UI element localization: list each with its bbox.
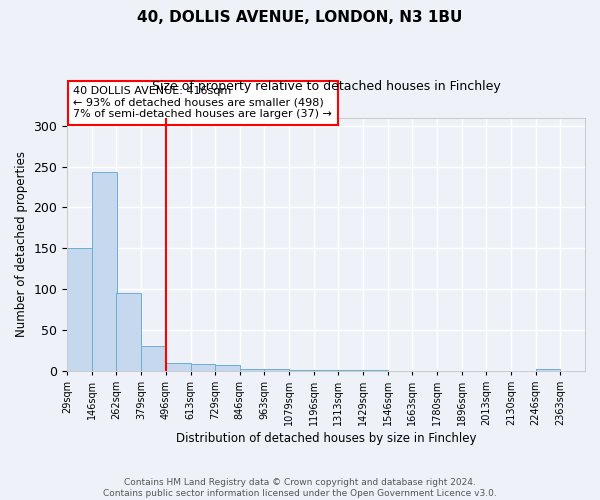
X-axis label: Distribution of detached houses by size in Finchley: Distribution of detached houses by size … (176, 432, 476, 445)
Bar (141, 346, 166, 370)
Bar (67, 248, 92, 370)
Bar (265, 369, 289, 370)
Bar (191, 364, 215, 370)
Bar (116, 293, 141, 370)
Bar (166, 363, 191, 370)
Y-axis label: Number of detached properties: Number of detached properties (15, 151, 28, 337)
Bar (215, 365, 240, 370)
Text: 40 DOLLIS AVENUE: 416sqm
← 93% of detached houses are smaller (498)
7% of semi-d: 40 DOLLIS AVENUE: 416sqm ← 93% of detach… (73, 86, 332, 120)
Bar (92, 172, 116, 370)
Text: Contains HM Land Registry data © Crown copyright and database right 2024.
Contai: Contains HM Land Registry data © Crown c… (103, 478, 497, 498)
Text: 40, DOLLIS AVENUE, LONDON, N3 1BU: 40, DOLLIS AVENUE, LONDON, N3 1BU (137, 10, 463, 25)
Title: Size of property relative to detached houses in Finchley: Size of property relative to detached ho… (152, 80, 500, 93)
Bar (536, 369, 560, 370)
Bar (240, 369, 265, 370)
